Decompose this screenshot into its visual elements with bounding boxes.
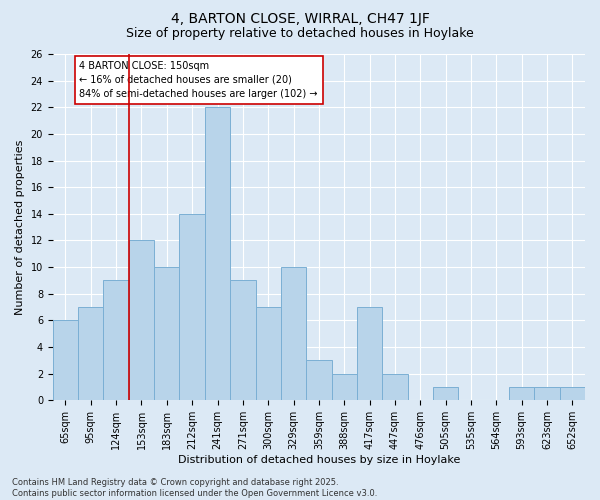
Bar [103, 280, 129, 400]
Bar [129, 240, 154, 400]
Bar [78, 307, 103, 400]
Bar [281, 267, 306, 400]
Bar [509, 387, 535, 400]
Bar [560, 387, 585, 400]
X-axis label: Distribution of detached houses by size in Hoylake: Distribution of detached houses by size … [178, 455, 460, 465]
Text: Size of property relative to detached houses in Hoylake: Size of property relative to detached ho… [126, 28, 474, 40]
Bar [433, 387, 458, 400]
Bar [332, 374, 357, 400]
Bar [179, 214, 205, 400]
Y-axis label: Number of detached properties: Number of detached properties [15, 140, 25, 315]
Bar [535, 387, 560, 400]
Text: 4 BARTON CLOSE: 150sqm
← 16% of detached houses are smaller (20)
84% of semi-det: 4 BARTON CLOSE: 150sqm ← 16% of detached… [79, 61, 318, 99]
Bar [357, 307, 382, 400]
Bar [256, 307, 281, 400]
Bar [382, 374, 407, 400]
Bar [306, 360, 332, 401]
Bar [154, 267, 179, 400]
Text: 4, BARTON CLOSE, WIRRAL, CH47 1JF: 4, BARTON CLOSE, WIRRAL, CH47 1JF [170, 12, 430, 26]
Text: Contains HM Land Registry data © Crown copyright and database right 2025.
Contai: Contains HM Land Registry data © Crown c… [12, 478, 377, 498]
Bar [53, 320, 78, 400]
Bar [205, 108, 230, 401]
Bar [230, 280, 256, 400]
